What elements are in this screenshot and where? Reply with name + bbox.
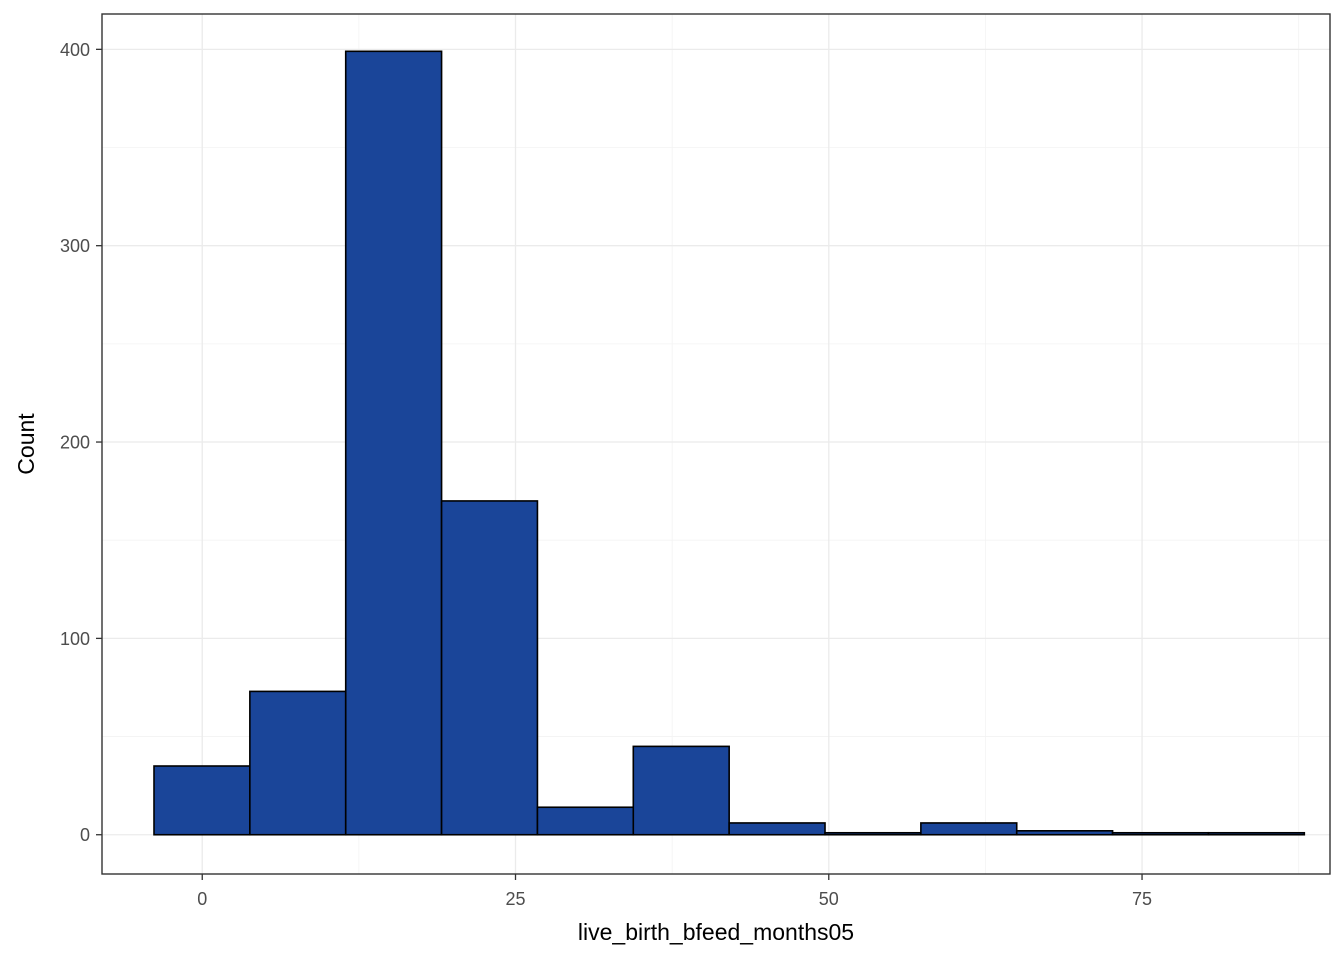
y-axis-ticks: 0 100 200 300 400 (60, 40, 102, 845)
x-axis-title: live_birth_bfeed_months05 (578, 919, 854, 945)
x-tick-label: 50 (819, 889, 839, 909)
y-tick-label: 300 (60, 236, 90, 256)
histogram-bar (440, 500, 539, 836)
histogram-bar (1015, 830, 1114, 836)
y-axis-title: Count (13, 413, 39, 475)
y-tick-label: 0 (80, 825, 90, 845)
histogram-bar (153, 765, 251, 836)
histogram-bar (920, 822, 1018, 836)
histogram-bar (824, 831, 922, 836)
y-tick-label: 200 (60, 433, 90, 453)
histogram-bar (632, 745, 730, 836)
histogram-bar (1207, 831, 1306, 836)
histogram-bar (344, 50, 443, 836)
x-tick-label: 75 (1132, 889, 1152, 909)
x-tick-label: 0 (197, 889, 207, 909)
x-axis-ticks: 0 25 50 75 (197, 874, 1152, 909)
histogram-bars (153, 50, 1306, 836)
histogram-bar (536, 806, 635, 836)
y-tick-label: 100 (60, 629, 90, 649)
histogram-bar (249, 690, 347, 836)
plot-panel-border (101, 13, 1331, 875)
histogram-bar (1111, 831, 1210, 836)
histogram-bar (728, 822, 826, 836)
y-tick-label: 400 (60, 40, 90, 60)
x-tick-label: 25 (505, 889, 525, 909)
